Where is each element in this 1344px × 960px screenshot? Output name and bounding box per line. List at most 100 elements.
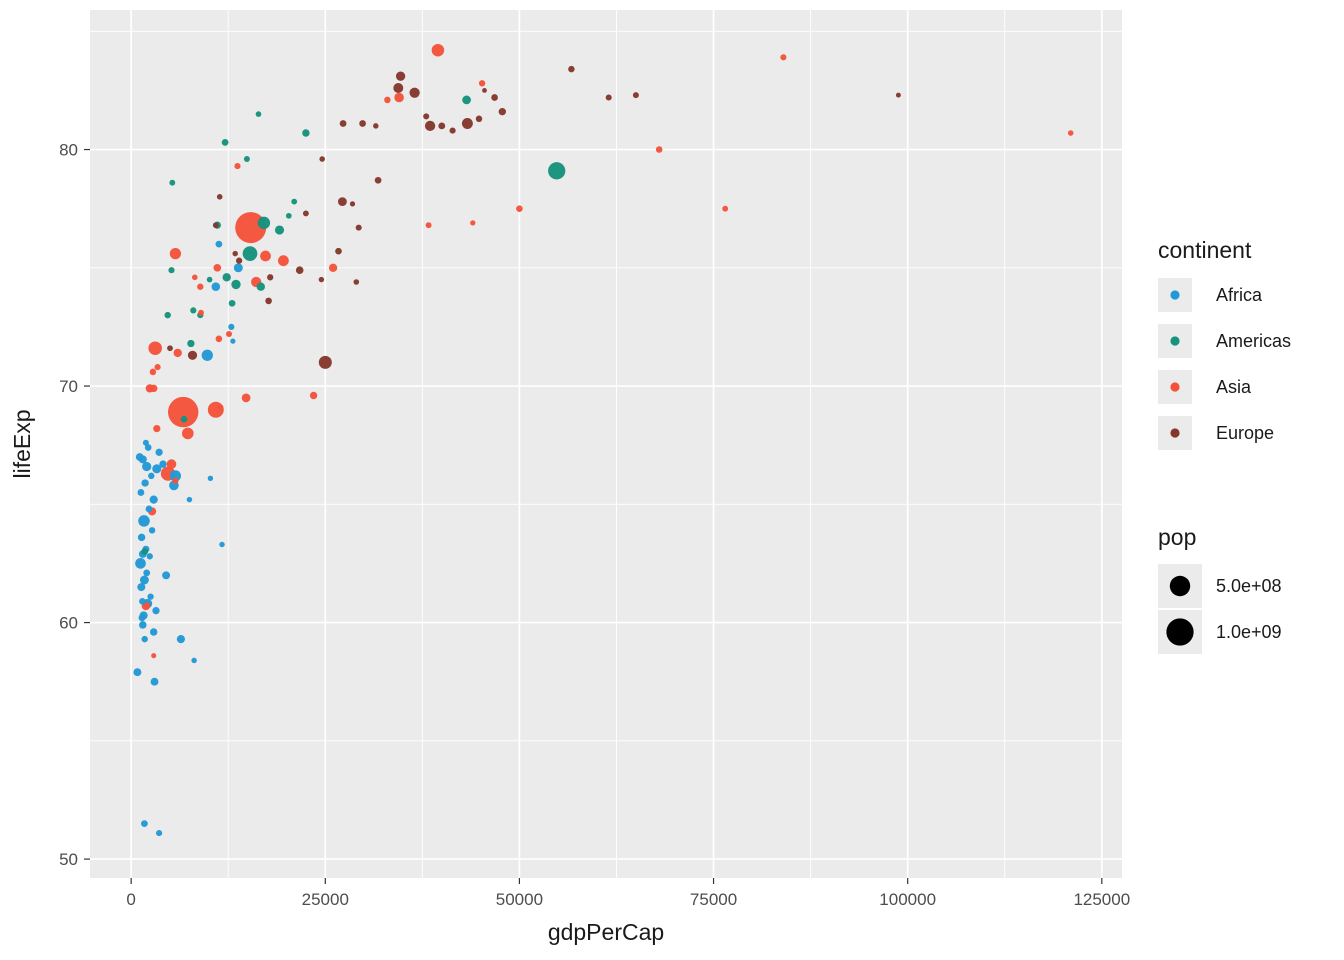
data-point <box>482 87 487 93</box>
data-point <box>180 415 188 423</box>
data-point <box>655 146 663 153</box>
data-point <box>167 396 199 428</box>
data-point <box>335 247 342 255</box>
legend-pop-label: 5.0e+08 <box>1216 576 1282 596</box>
data-point <box>152 464 162 474</box>
data-point <box>461 118 473 129</box>
x-tick-label: 25000 <box>302 890 349 909</box>
data-point <box>147 593 154 600</box>
plot-panel <box>90 10 1122 878</box>
data-point <box>191 274 198 281</box>
data-point <box>242 246 258 261</box>
data-point <box>169 247 182 260</box>
axes: 0 25000 50000 75000 100000 125000 50 60 70 80 <box>59 141 1130 909</box>
data-point <box>393 83 404 93</box>
legend: continent Africa Americas Asia Europe pop 5.0e… <box>1158 237 1291 654</box>
data-point <box>141 479 149 487</box>
data-point <box>207 475 214 482</box>
data-point <box>149 628 158 636</box>
data-point <box>241 393 251 403</box>
data-point <box>149 384 158 393</box>
data-point <box>152 607 160 615</box>
data-point <box>141 635 148 643</box>
data-point <box>233 263 243 273</box>
data-point <box>234 163 241 170</box>
data-point <box>265 297 272 305</box>
data-point <box>349 201 356 207</box>
data-point <box>148 527 156 534</box>
data-point <box>491 94 498 101</box>
data-point <box>212 222 219 229</box>
y-tick-label: 60 <box>59 614 78 633</box>
data-point <box>423 113 430 120</box>
data-point <box>225 330 233 338</box>
data-point <box>215 335 223 343</box>
data-point <box>141 548 149 555</box>
data-point <box>318 276 325 283</box>
data-point <box>138 515 150 527</box>
data-point <box>355 224 362 231</box>
data-point <box>169 179 176 186</box>
data-point <box>137 489 145 496</box>
data-point <box>143 569 151 577</box>
data-point <box>145 505 153 513</box>
data-point <box>260 250 271 262</box>
data-point <box>231 279 241 290</box>
data-point <box>568 65 575 73</box>
x-tick-label: 100000 <box>879 890 936 909</box>
data-point <box>373 123 379 129</box>
data-point <box>148 472 155 480</box>
data-point <box>206 276 213 283</box>
x-tick-label: 0 <box>126 890 135 909</box>
data-point <box>156 830 163 837</box>
data-point <box>150 677 159 686</box>
y-tick-label: 70 <box>59 377 78 396</box>
data-point <box>181 427 194 440</box>
legend-key-size-dot <box>1169 575 1191 597</box>
data-point <box>384 96 391 104</box>
legend-key-dot <box>1170 382 1180 392</box>
data-point <box>137 533 146 542</box>
data-point <box>318 355 332 369</box>
data-point <box>394 92 404 103</box>
data-point <box>176 635 185 644</box>
legend-pop-title: pop <box>1158 524 1196 550</box>
data-point <box>374 176 382 184</box>
data-point <box>425 120 436 131</box>
data-point <box>302 210 309 217</box>
legend-pop-label: 1.0e+09 <box>1216 622 1282 642</box>
data-point <box>162 571 171 580</box>
data-point <box>425 222 432 229</box>
data-point <box>142 439 149 446</box>
data-point <box>431 43 445 57</box>
data-point <box>169 470 182 482</box>
data-point <box>216 193 223 200</box>
data-point <box>135 558 146 569</box>
data-point <box>215 240 223 248</box>
data-point <box>498 108 506 116</box>
data-point <box>548 162 566 180</box>
data-point <box>235 257 243 264</box>
scatter-points <box>133 43 1074 837</box>
data-point <box>722 205 729 212</box>
data-point <box>285 212 292 219</box>
data-point <box>328 263 338 272</box>
data-point <box>605 94 612 101</box>
data-point <box>137 583 146 592</box>
data-point <box>470 220 476 226</box>
x-tick-label: 75000 <box>690 890 737 909</box>
data-point <box>319 156 325 162</box>
data-point <box>159 460 167 468</box>
data-point <box>409 87 420 98</box>
legend-key-size-dot <box>1166 618 1194 646</box>
data-point <box>222 273 231 282</box>
data-point <box>168 267 175 274</box>
x-axis-title: gdpPerCap <box>548 919 664 945</box>
legend-continent-title: continent <box>1158 237 1252 263</box>
data-point <box>186 496 193 503</box>
data-point <box>135 453 144 461</box>
data-point <box>478 80 486 87</box>
data-point <box>154 364 161 371</box>
data-point <box>201 349 213 361</box>
